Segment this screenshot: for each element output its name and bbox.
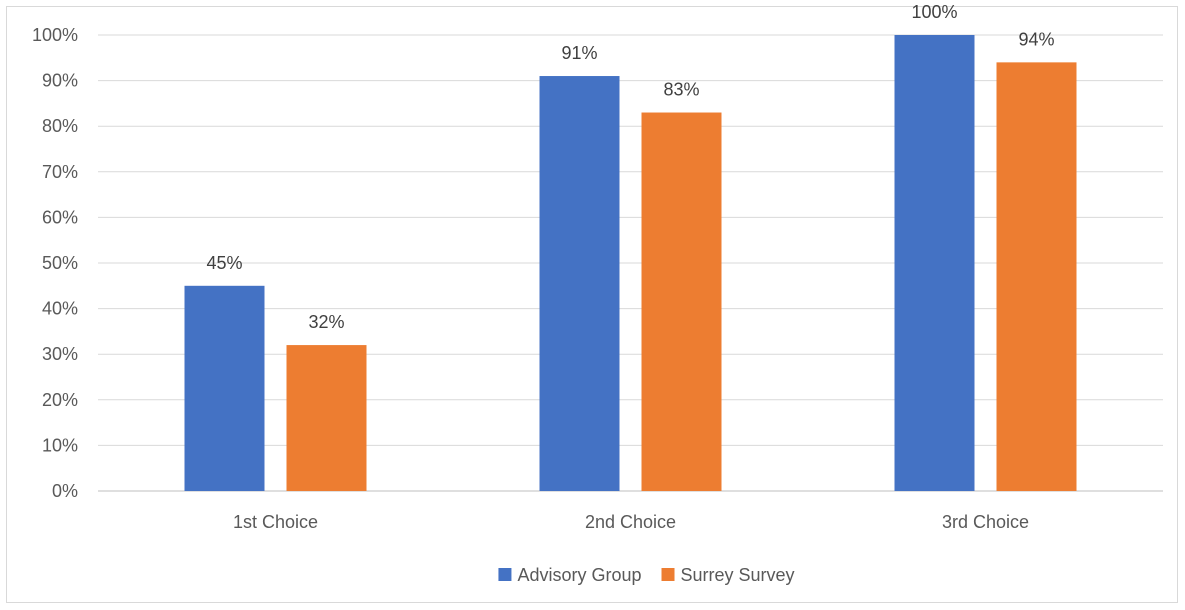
y-tick-label: 0%	[52, 481, 78, 501]
y-tick-label: 60%	[42, 207, 78, 227]
y-tick-label: 50%	[42, 253, 78, 273]
y-tick-label: 10%	[42, 435, 78, 455]
data-label: 94%	[1018, 29, 1054, 49]
legend-swatch	[661, 568, 675, 581]
bar-advisory-group	[894, 35, 975, 491]
bar-advisory-group	[184, 285, 265, 491]
bar-surrey-survey	[996, 62, 1077, 492]
x-tick-label: 1st Choice	[233, 512, 318, 532]
y-tick-label: 80%	[42, 116, 78, 136]
bar-surrey-survey	[286, 345, 367, 491]
bar-advisory-group	[539, 76, 620, 491]
legend-swatch	[498, 568, 512, 581]
y-tick-label: 70%	[42, 162, 78, 182]
data-label: 91%	[561, 43, 597, 63]
y-tick-label: 100%	[32, 25, 78, 45]
x-tick-label: 2nd Choice	[585, 512, 676, 532]
data-label: 45%	[206, 253, 242, 273]
y-tick-label: 40%	[42, 299, 78, 319]
y-tick-label: 30%	[42, 344, 78, 364]
bar-surrey-survey	[641, 112, 722, 492]
y-tick-label: 90%	[42, 71, 78, 91]
y-tick-label: 20%	[42, 390, 78, 410]
x-tick-label: 3rd Choice	[942, 512, 1029, 532]
data-label: 32%	[308, 312, 344, 332]
data-label: 83%	[663, 80, 699, 100]
data-label: 100%	[911, 2, 957, 22]
legend-label: Surrey Survey	[681, 565, 795, 585]
legend-label: Advisory Group	[517, 565, 641, 585]
